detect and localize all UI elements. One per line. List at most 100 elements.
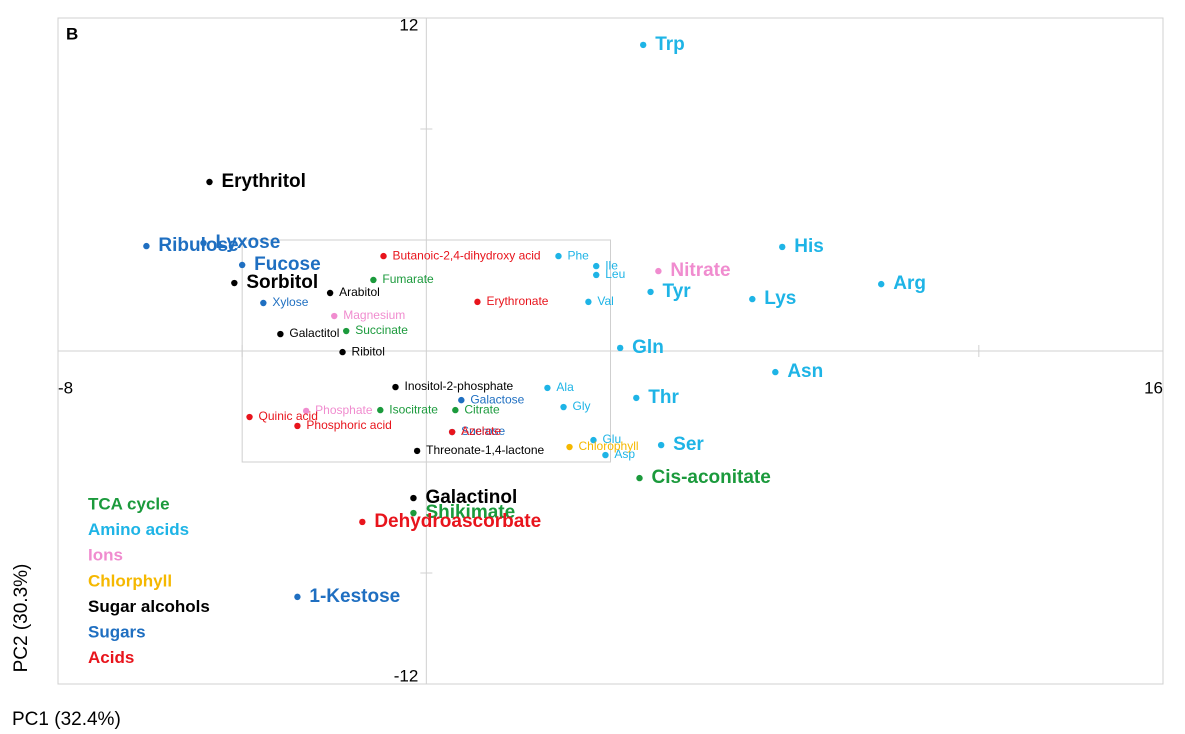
point-label: Galactose (470, 392, 524, 406)
legend-entry: TCA cycle (88, 494, 170, 513)
point-label: Lys (764, 288, 796, 309)
point (616, 344, 624, 352)
point-label: Magnesium (343, 308, 405, 322)
point (238, 261, 246, 269)
point (260, 299, 267, 307)
point (410, 494, 417, 502)
point (749, 295, 756, 303)
point-label: Lyxose (215, 232, 280, 253)
point-label: Tyr (663, 281, 692, 302)
point (392, 383, 399, 391)
point-label: Erythronate (486, 294, 548, 308)
point-label: Ser (673, 434, 704, 455)
point (206, 178, 213, 186)
point-label: 1-Kestose (309, 586, 400, 607)
point-label: Fumarate (382, 272, 434, 286)
point (633, 394, 640, 402)
legend-entry: Acids (88, 648, 134, 667)
point-label: Galactitol (289, 326, 339, 340)
point (647, 288, 654, 296)
point (585, 298, 592, 306)
point-label: Ribitol (352, 344, 385, 358)
legend-entry: Ions (88, 546, 123, 565)
point (339, 348, 346, 356)
point (413, 447, 421, 455)
y-tick-label: -12 (394, 666, 419, 685)
point (779, 243, 786, 251)
point (590, 436, 597, 444)
y-axis-label: PC2 (30.3%) (11, 564, 32, 673)
point-label: Arg (893, 273, 926, 294)
point (593, 262, 600, 270)
point-label: Erythritol (221, 171, 305, 192)
point-label: Shikimate (425, 502, 515, 523)
point (602, 451, 609, 459)
point-label: Xylose (272, 295, 308, 309)
point (302, 407, 310, 415)
point (657, 441, 665, 449)
point-label: Quinic acid (259, 409, 318, 423)
point (452, 406, 459, 414)
point (593, 271, 600, 279)
point-label: Glu (602, 432, 621, 446)
point (294, 593, 301, 601)
point (566, 443, 573, 451)
point (878, 280, 885, 288)
point (246, 413, 253, 421)
y-tick-label: 12 (399, 15, 418, 34)
point (474, 298, 481, 306)
point (410, 509, 417, 517)
point (326, 289, 334, 297)
point-label: Azelate (461, 424, 501, 438)
point-label: Cis-aconitate (652, 467, 771, 488)
point-label: Ala (556, 380, 574, 394)
point-label: Chlorophyll (579, 439, 639, 453)
panel-label: B (66, 24, 78, 43)
x-tick-label: 16 (1144, 378, 1163, 397)
legend-entry: Amino acids (88, 520, 189, 539)
point-label: Inositol-2-phosphate (404, 379, 513, 393)
point-label: Dehydroascorbate (374, 511, 541, 532)
point-label: Nitrate (670, 260, 730, 281)
legend-entry: Chlorphyll (88, 571, 172, 590)
point (448, 428, 456, 436)
point-label: Trp (655, 34, 685, 55)
point (370, 276, 377, 284)
point-label: Phe (567, 248, 589, 262)
x-tick-label: -8 (58, 378, 73, 397)
point-label: Ile (605, 258, 618, 272)
point (359, 518, 366, 526)
point (294, 422, 301, 430)
point (655, 267, 662, 275)
point (544, 384, 551, 392)
point (772, 368, 779, 376)
point-label: Succinate (355, 323, 408, 337)
point (560, 403, 567, 411)
point-label: Phosphate (315, 403, 373, 417)
legend-entry: Sugars (88, 622, 146, 641)
point-label: Sucrose (461, 424, 505, 438)
point-label: Isocitrate (389, 402, 438, 416)
point (143, 242, 150, 250)
legend-entry: Sugar alcohols (88, 597, 210, 616)
point (636, 474, 643, 482)
point (343, 327, 350, 335)
point (555, 252, 562, 260)
point-label: Leu (605, 267, 625, 281)
point (377, 406, 384, 414)
point (277, 330, 284, 338)
point-label: Asp (614, 447, 635, 461)
point-label: Arabitol (339, 285, 380, 299)
point-label: Phosphoric acid (306, 418, 391, 432)
point-label: Galactinol (425, 487, 517, 508)
point (380, 252, 387, 260)
point (200, 239, 207, 247)
point-label: Threonate-1,4-lactone (426, 443, 544, 457)
point-label: Fucose (254, 254, 321, 275)
point (331, 312, 338, 320)
point-label: His (794, 236, 824, 257)
point-label: Gln (632, 337, 664, 358)
point-label: Asn (787, 361, 823, 382)
x-axis-label: PC1 (32.4%) (12, 709, 121, 730)
